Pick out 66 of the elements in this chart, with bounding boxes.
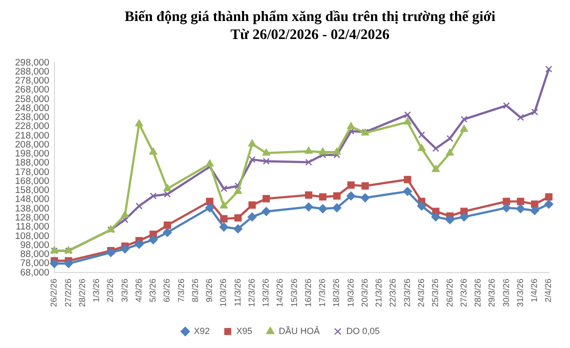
- x-tick-label: 2/4/26: [543, 278, 554, 302]
- x-tick-label: 15/3/26: [288, 278, 299, 308]
- legend-label: DẦU HOẢ: [278, 324, 320, 336]
- y-tick-label: 118,000: [16, 222, 50, 233]
- x-tick-label: 3/3/26: [119, 278, 130, 302]
- x-tick-label: 20/3/26: [359, 278, 370, 308]
- x-tick-label: 26/3/26: [444, 278, 454, 308]
- x-tick-label: 8/3/26: [190, 278, 200, 302]
- x-tick-label: 18/3/26: [331, 278, 342, 308]
- x-tick-label: 27/3/26: [458, 278, 468, 308]
- legend-label: X95: [236, 326, 252, 336]
- x-tick-label: 11/3/26: [232, 278, 242, 306]
- y-tick-label: 98,000: [20, 240, 50, 251]
- y-tick-label: 218,000: [14, 130, 50, 142]
- x-tick-label: 21/3/26: [374, 278, 384, 308]
- y-tick-label: 228,000: [14, 121, 50, 132]
- y-tick-label: 208,000: [14, 139, 50, 150]
- x-tick-label: 22/3/26: [388, 278, 398, 308]
- x-tick-label: 16/3/26: [302, 278, 313, 308]
- x-tick-label: 17/3/26: [317, 278, 328, 308]
- y-tick-label: 198,000: [14, 148, 50, 160]
- y-tick-label: 168,000: [14, 176, 50, 187]
- x-tick-label: 1/4/26: [529, 278, 540, 302]
- y-tick-label: 68,000: [20, 267, 50, 278]
- y-tick-label: 148,000: [14, 194, 50, 206]
- chart-subtitle: Từ 26/02/2026 - 02/4/2026: [230, 26, 390, 44]
- y-tick-label: 188,000: [14, 158, 50, 169]
- x-tick-label: 9/3/26: [204, 278, 214, 302]
- x-tick-label: 29/3/26: [486, 278, 497, 308]
- x-tick-label: 30/3/26: [500, 278, 511, 308]
- x-tick-label: 23/3/26: [402, 278, 412, 308]
- x-tick-label: 25/3/26: [430, 278, 440, 308]
- x-tick-label: 10/3/26: [218, 278, 228, 308]
- x-tick-label: 27/2/26: [62, 278, 73, 308]
- x-tick-label: 13/3/26: [260, 278, 271, 308]
- x-tick-label: 5/3/26: [148, 278, 158, 302]
- x-tick-label: 6/3/26: [162, 278, 172, 302]
- x-tick-label: 2/3/26: [105, 278, 116, 302]
- x-tick-label: 1/3/26: [91, 278, 102, 302]
- y-tick-label: 108,000: [14, 230, 50, 242]
- y-tick-label: 78,000: [20, 258, 50, 270]
- x-tick-label: 12/3/26: [246, 278, 256, 308]
- y-tick-label: 298,000: [14, 57, 50, 68]
- y-tick-label: 288,000: [14, 66, 50, 78]
- y-tick-label: 278,000: [14, 76, 50, 87]
- x-tick-label: 14/3/26: [274, 278, 285, 308]
- y-tick-label: 138,000: [14, 203, 50, 214]
- y-tick-label: 248,000: [14, 102, 50, 114]
- legend-label: DO 0,05: [346, 326, 380, 336]
- y-tick-label: 158,000: [14, 185, 50, 196]
- x-tick-label: 24/3/26: [416, 278, 426, 308]
- x-tick-label: 31/3/26: [514, 278, 525, 308]
- x-tick-label: 4/3/26: [133, 278, 144, 302]
- x-tick-label: 28/2/26: [76, 278, 87, 308]
- x-tick-label: 7/3/26: [176, 278, 186, 302]
- chart-title: Biến động giá thành phẩm xăng dầu trên thị trường thế giới: [124, 8, 496, 26]
- x-tick-label: 28/3/26: [472, 278, 483, 308]
- x-tick-label: 26/2/26: [48, 278, 59, 308]
- legend-label: X92: [194, 326, 210, 336]
- y-tick-label: 268,000: [14, 84, 50, 96]
- y-tick-label: 238,000: [14, 112, 50, 124]
- y-tick-label: 128,000: [14, 212, 50, 224]
- y-tick-label: 88,000: [20, 249, 50, 260]
- y-tick-label: 178,000: [14, 166, 50, 178]
- x-tick-label: 19/3/26: [345, 278, 356, 308]
- y-tick-label: 258,000: [14, 94, 50, 105]
